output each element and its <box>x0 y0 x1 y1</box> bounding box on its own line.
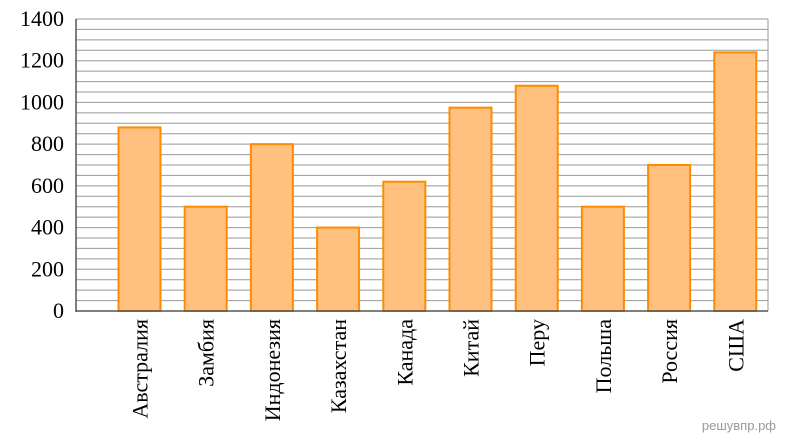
y-tick-label: 600 <box>31 173 64 198</box>
watermark: решувпр.рф <box>701 418 776 433</box>
x-tick-label: Перу <box>525 319 550 366</box>
bar-2 <box>183 205 228 312</box>
x-tick-label: Россия <box>657 319 682 384</box>
bar-7 <box>514 84 559 312</box>
x-tick-labels: Австралия Замбия Индонезия Казахстан Канада К… <box>128 319 749 421</box>
bars <box>117 51 758 313</box>
y-tick-label: 1000 <box>20 89 64 114</box>
y-tick-label: 1200 <box>20 48 64 73</box>
y-tick-labels: 0 200 400 600 800 1000 1200 1400 <box>20 6 64 323</box>
y-tick-label: 1400 <box>20 6 64 31</box>
bar-1 <box>117 126 162 313</box>
x-tick-label: Польша <box>591 319 616 394</box>
bar-5 <box>382 180 427 312</box>
bar-3 <box>249 143 294 312</box>
axes <box>75 19 768 312</box>
y-tick-label: 400 <box>31 215 64 240</box>
x-tick-label: Канада <box>392 319 417 386</box>
bar-6 <box>448 106 493 313</box>
bar-10 <box>713 51 758 312</box>
x-tick-label: Индонезия <box>260 319 285 421</box>
x-tick-label: Австралия <box>128 319 153 419</box>
x-tick-label: США <box>723 319 748 372</box>
x-tick-label: Китай <box>459 319 484 377</box>
bar-9 <box>647 164 692 312</box>
x-tick-label: Замбия <box>194 319 219 387</box>
bar-8 <box>580 205 625 312</box>
y-tick-label: 200 <box>31 256 64 281</box>
y-tick-label: 0 <box>53 298 64 323</box>
y-tick-label: 800 <box>31 131 64 156</box>
bar-4 <box>316 226 361 312</box>
x-tick-label: Казахстан <box>326 319 351 413</box>
